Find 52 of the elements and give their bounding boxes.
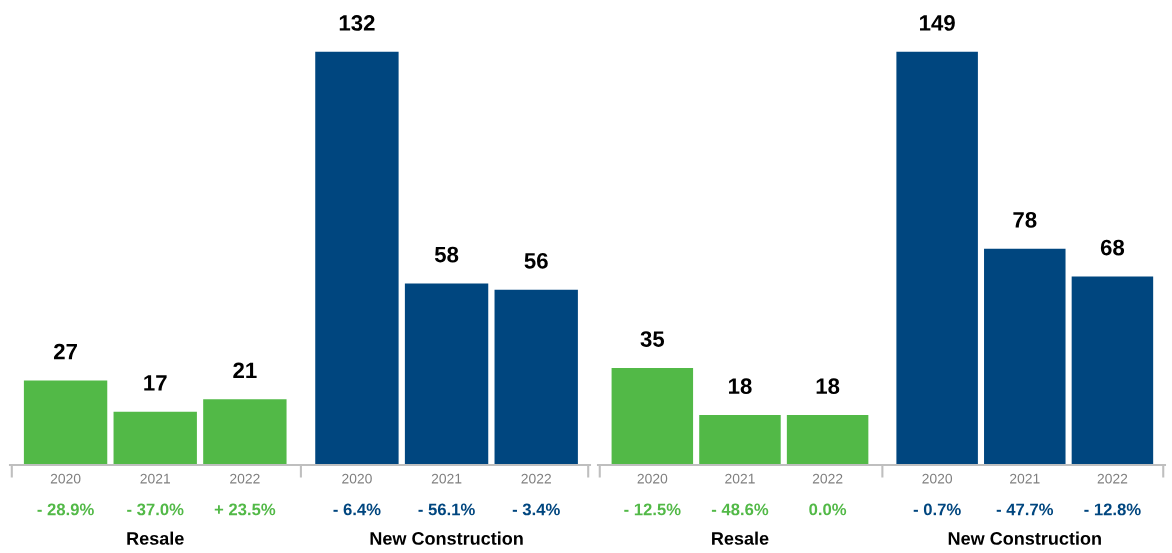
bar [404, 283, 489, 465]
bar [315, 51, 399, 465]
bar [203, 399, 287, 465]
text: - 28.9% [37, 503, 94, 516]
text: 0.0% [809, 503, 847, 516]
data-label: 21 [233, 362, 257, 378]
x-tick-label: 2022 [521, 473, 551, 484]
data-label: 27 [53, 343, 77, 360]
text: New Construction [370, 531, 523, 545]
text: Resale [127, 531, 184, 545]
x-tick-label: 2021 [140, 473, 170, 484]
bar [611, 367, 694, 465]
data-label: 132 [339, 15, 375, 31]
bar [23, 380, 108, 465]
bar [984, 248, 1066, 465]
x-tick-label: 2020 [342, 473, 372, 484]
data-label: 78 [1013, 211, 1037, 228]
text: - 37.0% [127, 503, 184, 516]
x-tick-label: 2021 [431, 473, 462, 484]
text: - 6.4% [333, 503, 381, 516]
x-tick-label: 2022 [812, 473, 843, 484]
x-tick-label: 2021 [725, 473, 755, 484]
text: - 56.1% [418, 503, 475, 516]
text: - 12.8% [1084, 503, 1141, 516]
data-label: 56 [524, 252, 548, 269]
bar [113, 411, 197, 465]
data-label: 58 [434, 246, 459, 263]
data-label: 35 [640, 331, 665, 347]
text: Resale [712, 531, 769, 545]
data-label: 17 [144, 375, 167, 391]
data-label: 68 [1100, 239, 1125, 256]
text: - 3.4% [512, 503, 560, 516]
data-label: 18 [816, 378, 840, 395]
text: - 0.7% [913, 503, 961, 516]
text: - 12.5% [624, 503, 681, 516]
bar [494, 289, 578, 465]
bar [896, 51, 978, 465]
text: - 47.7% [996, 503, 1054, 516]
text: - 48.6% [711, 503, 769, 516]
bar [699, 415, 781, 465]
x-tick-label: 2021 [1010, 473, 1040, 484]
x-tick-label: 2022 [1097, 473, 1128, 484]
bar [786, 415, 869, 465]
x-tick-label: 2022 [230, 473, 260, 484]
x-tick-label: 2020 [637, 473, 668, 484]
x-tick-label: 2020 [50, 473, 81, 484]
data-label: 149 [920, 15, 955, 31]
text: New Construction [948, 531, 1101, 545]
text: + 23.5% [214, 503, 276, 516]
x-tick-label: 2020 [922, 473, 953, 484]
bar [1071, 276, 1154, 465]
data-label: 18 [729, 378, 752, 395]
